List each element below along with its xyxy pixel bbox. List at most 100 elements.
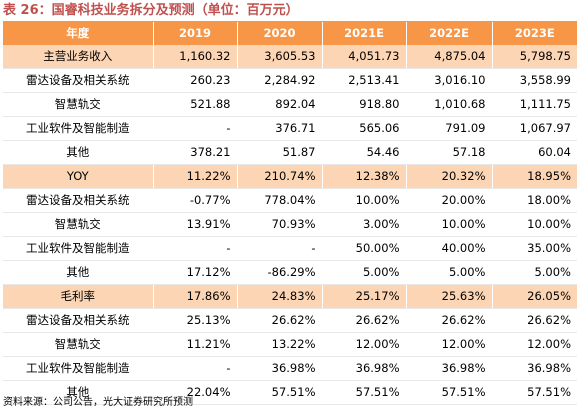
table-cell: 791.09 — [405, 116, 492, 141]
table-cell: - — [152, 356, 237, 381]
table-cell: 778.04% — [236, 188, 322, 213]
table-cell: 20.00% — [405, 188, 492, 213]
table-cell: 4,051.73 — [321, 45, 406, 69]
source-note: 资料来源：公司公告，光大证券研究所预测 — [3, 397, 193, 408]
table-cell: 12.00% — [405, 332, 492, 357]
row-label: 毛利率 — [3, 284, 153, 309]
table-row: 工业软件及智能制造 -36.98% 36.98% 36.98% 36.98% — [3, 356, 577, 381]
table-row: 雷达设备及相关系统 -0.77% 778.04% 10.00% 20.00% 18.00% — [3, 188, 577, 213]
header-cell-2023e: 2023E — [491, 22, 577, 45]
table-row: 智慧轨交 11.21% 13.22% 12.00% 12.00% 12.00% — [3, 332, 577, 357]
header-row: 年度 2019 2020 2021E 2022E 2023E — [3, 22, 577, 45]
table-cell: - — [236, 236, 322, 261]
table-cell: 1,111.75 — [491, 92, 577, 117]
table-row: 其他 378.21 51.87 54.46 57.18 60.04 — [3, 140, 577, 165]
row-label: 工业软件及智能制造 — [3, 236, 153, 261]
row-label: 工业软件及智能制造 — [3, 116, 153, 141]
table-cell: 57.51% — [321, 380, 406, 405]
table-cell: 18.00% — [491, 188, 577, 213]
table-cell: 60.04 — [491, 140, 577, 165]
table-cell: 36.98% — [405, 356, 492, 381]
table-cell: 12.00% — [491, 332, 577, 357]
table-cell: 17.86% — [152, 284, 237, 309]
table-cell: 25.63% — [405, 284, 492, 309]
table-cell: 521.88 — [152, 92, 237, 117]
table-cell: 1,160.32 — [152, 45, 237, 69]
table-cell: 4,875.04 — [405, 45, 492, 69]
table-cell: 17.12% — [152, 260, 237, 285]
table-row: 毛利率 17.86% 24.83% 25.17% 25.63% 26.05% — [3, 284, 577, 309]
table-cell: 50.00% — [321, 236, 406, 261]
table-cell: 20.32% — [405, 164, 492, 189]
table-cell: 5.00% — [405, 260, 492, 285]
table-cell: 25.17% — [321, 284, 406, 309]
table-cell: - — [152, 236, 237, 261]
table-cell: 57.51% — [236, 380, 322, 405]
table-cell: 10.00% — [321, 188, 406, 213]
table-row: 其他 22.04% 57.51% 57.51% 57.51% 57.51% — [3, 380, 577, 405]
row-label: 智慧轨交 — [3, 212, 153, 237]
table-title: 表 26：国睿科技业务拆分及预测（单位：百万元） — [3, 3, 299, 18]
table-cell: 57.51% — [491, 380, 577, 405]
row-label: 其他 — [3, 140, 153, 165]
table-cell: 26.62% — [236, 308, 322, 333]
table-cell: 40.00% — [405, 236, 492, 261]
table-cell: 3.00% — [321, 212, 406, 237]
table-cell: 36.98% — [321, 356, 406, 381]
table-cell: 22.04% — [152, 380, 237, 405]
table-cell: 11.21% — [152, 332, 237, 357]
row-label: 工业软件及智能制造 — [3, 356, 153, 381]
table-cell: 26.05% — [491, 284, 577, 309]
table-body: 主营业务收入 1,160.32 3,605.53 4,051.73 4,875.04 5,… — [3, 45, 577, 405]
table-top-border — [3, 21, 577, 22]
row-label: 雷达设备及相关系统 — [3, 188, 153, 213]
table-cell: -86.29% — [236, 260, 322, 285]
table-cell: 918.80 — [321, 92, 406, 117]
table-cell: 5.00% — [491, 260, 577, 285]
table-row: 智慧轨交 521.88 892.04 918.80 1,010.68 1,111.75 — [3, 92, 577, 117]
row-label: 智慧轨交 — [3, 92, 153, 117]
table-cell: 25.13% — [152, 308, 237, 333]
table-row: 智慧轨交 13.91% 70.93% 3.00% 10.00% 10.00% — [3, 212, 577, 237]
table-cell: 3,605.53 — [236, 45, 322, 69]
table-cell: 12.38% — [321, 164, 406, 189]
table-row: 其他 17.12% -86.29% 5.00% 5.00% 5.00% — [3, 260, 577, 285]
table-cell: 210.74% — [236, 164, 322, 189]
table-row: 工业软件及智能制造 -376.71 565.06 791.09 1,067.97 — [3, 116, 577, 141]
table-cell: 10.00% — [491, 212, 577, 237]
table-cell: 36.98% — [491, 356, 577, 381]
table-cell: 57.51% — [405, 380, 492, 405]
table-cell: 36.98% — [236, 356, 322, 381]
table-cell: 11.22% — [152, 164, 237, 189]
table-cell: 70.93% — [236, 212, 322, 237]
row-label: 雷达设备及相关系统 — [3, 68, 153, 93]
table-cell: 565.06 — [321, 116, 406, 141]
table-cell: 1,010.68 — [405, 92, 492, 117]
table-cell: 2,284.92 — [236, 68, 322, 93]
table-cell: 892.04 — [236, 92, 322, 117]
table-cell: 1,067.97 — [491, 116, 577, 141]
table-cell: -0.77% — [152, 188, 237, 213]
table-cell: 5,798.75 — [491, 45, 577, 69]
table-cell: 26.62% — [491, 308, 577, 333]
table-row: 雷达设备及相关系统 25.13% 26.62% 26.62% 26.62% 26.62% — [3, 308, 577, 333]
row-label: 智慧轨交 — [3, 332, 153, 357]
table-cell: 13.91% — [152, 212, 237, 237]
table-cell: 260.23 — [152, 68, 237, 93]
table-cell: - — [152, 116, 237, 141]
table-row: YOY 11.22% 210.74% 12.38% 20.32% 18.95% — [3, 164, 577, 189]
header-cell-2019: 2019 — [152, 22, 237, 45]
table-cell: 3,558.99 — [491, 68, 577, 93]
header-cell-2020: 2020 — [236, 22, 322, 45]
table-cell: 376.71 — [236, 116, 322, 141]
table-cell: 13.22% — [236, 332, 322, 357]
row-label: 其他 — [3, 380, 153, 405]
header-cell-2022e: 2022E — [405, 22, 492, 45]
row-label: YOY — [3, 164, 153, 189]
table-row: 雷达设备及相关系统 260.23 2,284.92 2,513.41 3,016.10 3… — [3, 68, 577, 93]
table-cell: 57.18 — [405, 140, 492, 165]
table-cell: 3,016.10 — [405, 68, 492, 93]
header-cell-2021e: 2021E — [321, 22, 406, 45]
row-label: 主营业务收入 — [3, 45, 153, 69]
table-cell: 5.00% — [321, 260, 406, 285]
